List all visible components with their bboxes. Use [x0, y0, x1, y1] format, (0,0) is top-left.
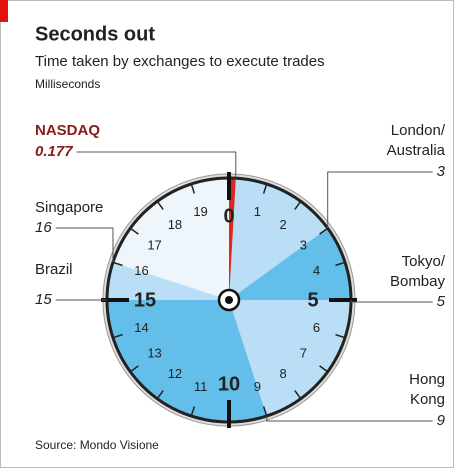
leader-line — [76, 151, 237, 179]
value-label: 0.177 — [35, 143, 73, 160]
tick-mark — [156, 390, 164, 400]
series-name: Tokyo/ — [402, 253, 446, 270]
tick-mark — [190, 406, 196, 417]
tick-label: 11 — [194, 379, 208, 394]
value-label: 16 — [35, 219, 52, 236]
tick-mark — [112, 333, 123, 339]
tick-mark — [262, 406, 268, 417]
leader-line — [327, 171, 433, 229]
major-tick-label: 15 — [134, 289, 156, 311]
major-tick-label: 10 — [218, 373, 240, 395]
tick-mark — [129, 227, 139, 235]
tick-label: 13 — [147, 346, 161, 361]
tick-mark — [335, 261, 346, 267]
tick-mark — [112, 261, 123, 267]
leader-line — [350, 300, 433, 303]
value-label: 3 — [437, 163, 446, 180]
chart-title: Seconds out — [35, 23, 155, 45]
tick-label: 16 — [134, 263, 148, 278]
unit-note: Milliseconds — [35, 77, 100, 91]
value-label: 15 — [35, 291, 52, 308]
series-name: Singapore — [35, 199, 103, 216]
value-label: 9 — [437, 412, 446, 429]
tick-mark — [129, 365, 139, 373]
tick-mark — [294, 200, 302, 210]
series-name: Brazil — [35, 261, 73, 278]
tick-label: 1 — [254, 204, 261, 219]
leader-line — [266, 416, 433, 422]
series-name: Bombay — [390, 273, 446, 290]
series-name: London/ — [391, 122, 446, 139]
wedge — [229, 178, 236, 300]
tick-mark — [190, 183, 196, 194]
source: Source: Mondo Visione — [35, 438, 159, 452]
major-tick-label: 0 — [223, 205, 234, 227]
red-tag — [0, 0, 8, 22]
tick-mark — [319, 365, 329, 373]
tick-mark — [319, 227, 329, 235]
tick-label: 9 — [254, 379, 261, 394]
tick-label: 12 — [168, 366, 182, 381]
subtitle: Time taken by exchanges to execute trade… — [35, 53, 325, 70]
series-name: Australia — [387, 142, 446, 159]
tick-label: 14 — [134, 320, 148, 335]
tick-mark — [335, 333, 346, 339]
tick-label: 3 — [300, 237, 307, 252]
tick-label: 4 — [313, 263, 320, 278]
tick-label: 17 — [147, 237, 161, 252]
series-name: NASDAQ — [35, 122, 100, 139]
series-name: Hong — [409, 371, 445, 388]
series-name: Kong — [410, 391, 445, 408]
leader-line — [55, 227, 114, 263]
tick-label: 18 — [168, 217, 182, 232]
hub-dot — [225, 296, 233, 304]
tick-mark — [294, 390, 302, 400]
value-label: 5 — [437, 293, 446, 310]
major-tick-label: 5 — [307, 289, 318, 311]
wedge — [229, 178, 328, 300]
tick-label: 19 — [193, 204, 207, 219]
tick-label: 7 — [300, 346, 307, 361]
tick-mark — [262, 183, 268, 194]
tick-label: 8 — [279, 366, 286, 381]
tick-mark — [156, 200, 164, 210]
tick-label: 6 — [313, 320, 320, 335]
tick-label: 2 — [279, 217, 286, 232]
